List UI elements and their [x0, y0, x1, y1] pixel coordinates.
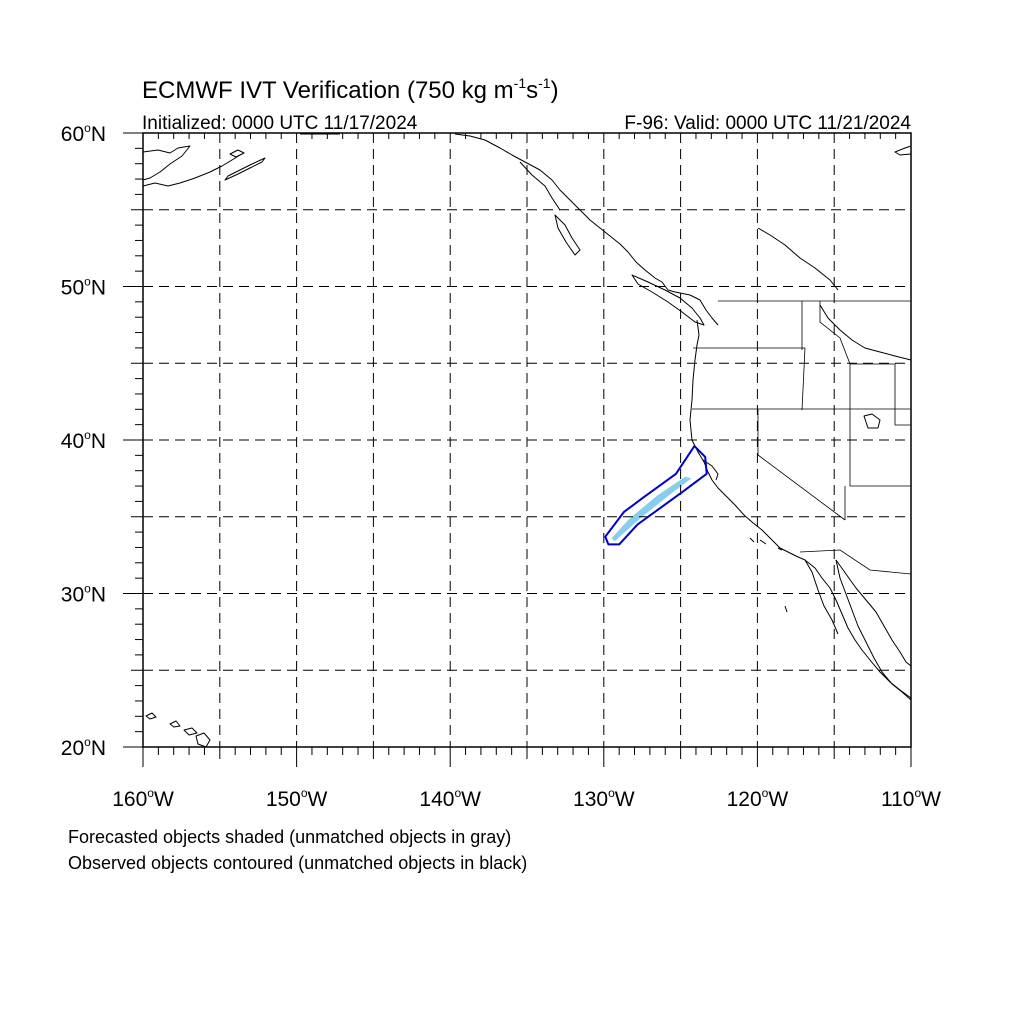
lon-label-140w: 140oW: [419, 786, 481, 811]
inland-line-1: [757, 227, 839, 291]
us-mexico-border: [799, 549, 912, 575]
valid-time-label: F-96: Valid: 0000 UTC 11/21/2024: [624, 113, 911, 134]
map-panel: [142, 132, 912, 748]
guadalupe-island: [784, 605, 788, 613]
wy-border: [850, 363, 911, 426]
hawaii-oahu: [169, 720, 181, 728]
map-title: ECMWF IVT Verification (750 kg m-1s-1): [142, 75, 559, 104]
lon-label-130w: 130oW: [573, 786, 635, 811]
init-time-label: Initialized: 0000 UTC 11/17/2024: [142, 113, 418, 134]
axis-ticks: [123, 132, 912, 767]
ca-nv-border: [757, 409, 846, 521]
us-west-coast: [689, 319, 912, 699]
gulf-of-california-east: [835, 559, 912, 667]
lat-label-30n: 30oN: [61, 582, 106, 607]
baja-west: [804, 559, 839, 635]
observed-object-contour: [604, 445, 708, 546]
kodiak-island: [224, 157, 266, 181]
political-borders: [692, 300, 912, 575]
coastlines: [142, 133, 912, 748]
legend-observed-note: Observed objects contoured (unmatched ob…: [68, 853, 527, 873]
lat-label-50n: 50oN: [61, 275, 106, 300]
mainland-mexico-coast: [835, 559, 912, 701]
alaska-south-coast: [142, 154, 241, 187]
lat-label-20n: 20oN: [61, 735, 106, 760]
channel-islands: [749, 537, 783, 551]
lat-label-60n: 60oN: [61, 121, 106, 146]
vancouver-island: [631, 274, 705, 326]
id-border: [819, 301, 851, 410]
hawaii-big-island: [195, 732, 211, 748]
wa-or-border: [693, 347, 806, 411]
legend-forecast-note: Forecasted objects shaded (unmatched obj…: [68, 827, 511, 847]
great-salt-lake: [863, 413, 881, 429]
lon-label-110w: 110oW: [881, 786, 941, 811]
alaska-peninsula-coast: [142, 145, 191, 181]
inland-line-2: [819, 304, 912, 361]
lon-label-150w: 150oW: [266, 786, 328, 811]
island-1: [229, 149, 245, 158]
latitude-labels: 60oN 50oN 40oN 30oN 20oN: [61, 121, 106, 760]
sf-bay: [702, 459, 719, 481]
lat-label-40n: 40oN: [61, 428, 106, 453]
bc-panhandle-coast: [454, 133, 719, 326]
haida-gwaii: [554, 214, 581, 256]
gridlines: [143, 133, 911, 747]
lon-label-120w: 120oW: [727, 786, 789, 811]
ut-border: [849, 410, 911, 487]
forecast-object-shaded: [611, 476, 692, 542]
lon-label-160w: 160oW: [112, 786, 174, 811]
hawaii-maui: [183, 727, 198, 736]
panhandle-islands: [519, 161, 561, 211]
longitude-labels: 160oW 150oW 140oW 130oW 120oW 110oW: [112, 786, 941, 811]
hawaii-kauai: [145, 712, 157, 720]
